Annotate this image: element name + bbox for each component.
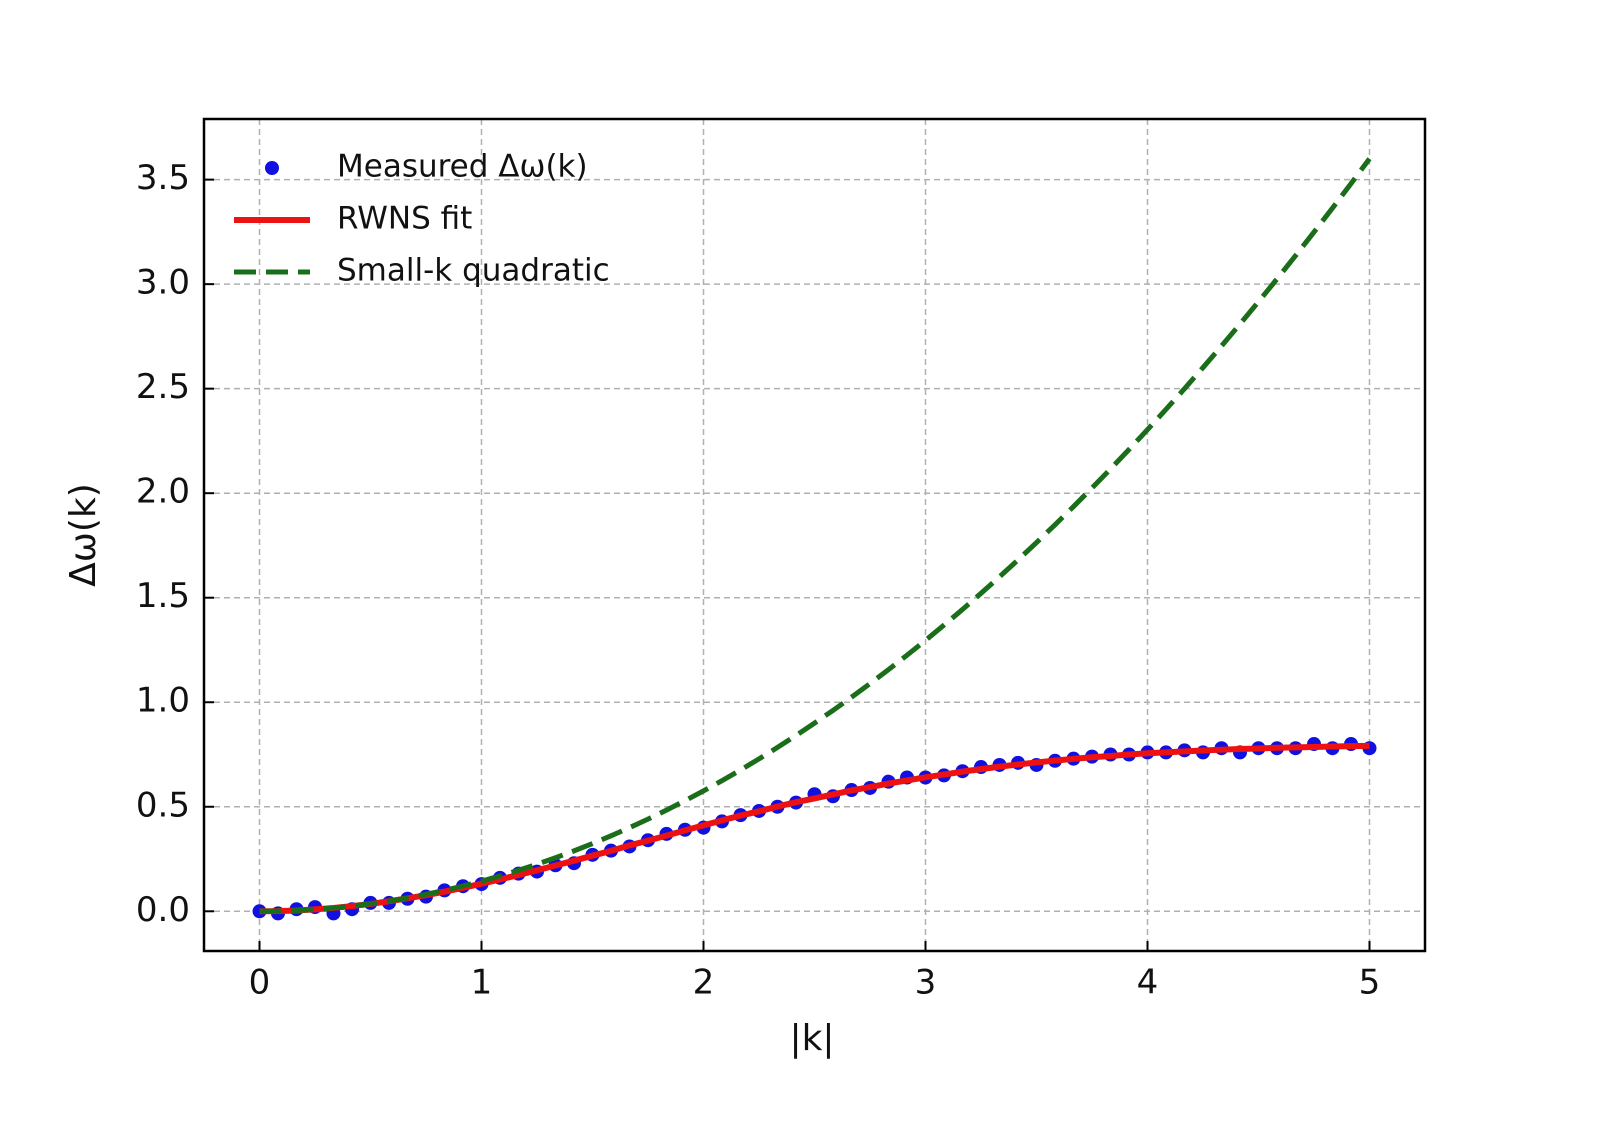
x-tick-label: 1 — [471, 963, 493, 1003]
y-tick-label: 2.0 — [136, 472, 190, 512]
legend-label: Measured Δω(k) — [337, 149, 588, 185]
x-axis-label: |k| — [789, 1018, 834, 1059]
y-axis-label: Δω(k) — [63, 483, 104, 587]
series-line — [259, 742, 1370, 915]
y-tick-label: 0.5 — [136, 785, 190, 825]
y-tick-label: 3.5 — [136, 158, 190, 198]
x-tick-label: 3 — [915, 963, 937, 1003]
y-tick-label: 3.0 — [136, 263, 190, 303]
y-tick-label: 0.0 — [136, 890, 190, 930]
legend-marker — [265, 161, 279, 175]
y-tick-label: 2.5 — [136, 367, 190, 407]
y-tick-label: 1.5 — [136, 576, 190, 616]
x-tick-label: 2 — [693, 963, 715, 1003]
y-tick-label: 1.0 — [136, 681, 190, 721]
legend-label: RWNS fit — [337, 201, 472, 237]
series-line — [259, 157, 1372, 914]
x-tick-label: 4 — [1137, 963, 1159, 1003]
legend-label: Small-k quadratic — [337, 253, 610, 289]
data-point — [252, 904, 267, 919]
x-tick-label: 5 — [1359, 963, 1381, 1003]
plot-frame — [202, 117, 1427, 953]
x-tick-label: 0 — [249, 963, 271, 1003]
